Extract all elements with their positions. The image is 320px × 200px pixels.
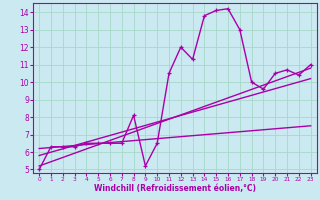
X-axis label: Windchill (Refroidissement éolien,°C): Windchill (Refroidissement éolien,°C) [94,184,256,193]
